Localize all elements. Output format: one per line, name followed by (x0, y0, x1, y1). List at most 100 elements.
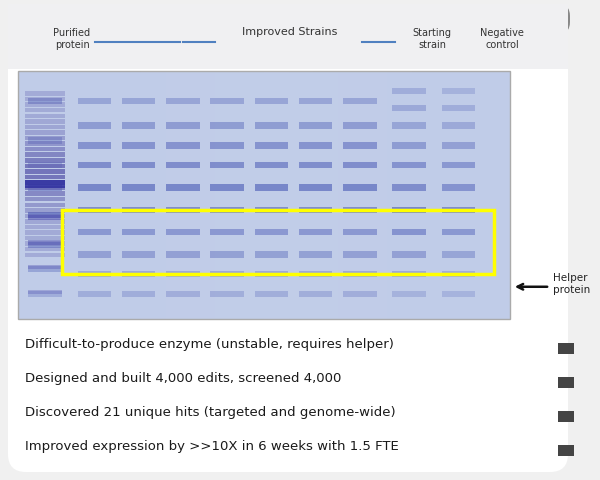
Text: Helper
protein: Helper protein (553, 272, 590, 294)
Bar (442, 123, 475, 130)
Bar (299, 252, 332, 258)
Bar (28, 267, 62, 273)
Bar (254, 229, 288, 236)
Bar (254, 291, 288, 298)
Bar (254, 185, 288, 191)
Bar (28, 265, 62, 270)
Bar (436, 72, 461, 319)
Bar (92, 72, 116, 319)
Bar (299, 123, 332, 130)
Bar (116, 72, 141, 319)
Bar (77, 252, 111, 258)
Bar (211, 123, 244, 130)
Bar (343, 252, 377, 258)
Bar (392, 143, 426, 149)
Bar (211, 143, 244, 149)
Bar (166, 291, 200, 298)
Bar (122, 252, 155, 258)
Bar (25, 220, 65, 224)
Bar (25, 159, 65, 163)
Bar (25, 248, 65, 252)
Bar (25, 170, 65, 174)
Bar (28, 185, 62, 191)
Bar (166, 252, 200, 258)
Bar (558, 343, 574, 354)
Bar (211, 272, 244, 278)
Bar (442, 88, 475, 95)
Bar (299, 207, 332, 214)
Bar (28, 240, 62, 245)
Bar (392, 272, 426, 278)
Bar (25, 125, 65, 130)
Bar (190, 72, 215, 319)
Bar (25, 142, 65, 146)
Bar (343, 291, 377, 298)
Bar (343, 272, 377, 278)
Text: Discovered 21 unique hits (targeted and genome-wide): Discovered 21 unique hits (targeted and … (25, 405, 395, 418)
Bar (28, 212, 62, 218)
Bar (392, 123, 426, 130)
Bar (77, 143, 111, 149)
Bar (25, 175, 65, 180)
Bar (392, 88, 426, 95)
Bar (313, 72, 338, 319)
Bar (392, 291, 426, 298)
FancyBboxPatch shape (8, 5, 568, 472)
Bar (77, 229, 111, 236)
Bar (25, 231, 65, 235)
Bar (343, 207, 377, 214)
Bar (392, 252, 426, 258)
Bar (28, 163, 62, 169)
Bar (25, 225, 65, 230)
Bar (25, 214, 65, 218)
Bar (343, 185, 377, 191)
Bar (8, 5, 568, 70)
Bar (392, 106, 426, 112)
Bar (25, 164, 65, 168)
Bar (338, 72, 362, 319)
Bar (343, 123, 377, 130)
Bar (343, 229, 377, 236)
Bar (254, 163, 288, 169)
Bar (122, 272, 155, 278)
Bar (215, 72, 239, 319)
Text: Improved expression by >>10X in 6 weeks with 1.5 FTE: Improved expression by >>10X in 6 weeks … (25, 439, 399, 452)
Text: Difficult-to-produce enzyme (unstable, requires helper): Difficult-to-produce enzyme (unstable, r… (25, 337, 394, 350)
Bar (442, 163, 475, 169)
Bar (299, 163, 332, 169)
Bar (122, 123, 155, 130)
Bar (299, 229, 332, 236)
Bar (442, 185, 475, 191)
Text: Negative
control: Negative control (480, 28, 524, 49)
Bar (442, 106, 475, 112)
Bar (122, 98, 155, 105)
Bar (166, 98, 200, 105)
Bar (211, 229, 244, 236)
Bar (254, 123, 288, 130)
Bar (28, 290, 62, 295)
Bar (166, 207, 200, 214)
Bar (25, 181, 65, 188)
Bar (211, 252, 244, 258)
Bar (299, 291, 332, 298)
Bar (211, 207, 244, 214)
Bar (25, 131, 65, 135)
Bar (25, 98, 65, 102)
Bar (299, 185, 332, 191)
Text: Purified
protein: Purified protein (53, 28, 91, 49)
Bar (485, 72, 510, 319)
Bar (166, 163, 200, 169)
Bar (18, 72, 43, 319)
Bar (25, 103, 65, 108)
Bar (254, 143, 288, 149)
Bar (211, 291, 244, 298)
Bar (122, 185, 155, 191)
Bar (28, 242, 62, 248)
Bar (25, 120, 65, 124)
Bar (392, 207, 426, 214)
Bar (211, 98, 244, 105)
Bar (25, 203, 65, 207)
Bar (25, 148, 65, 152)
FancyBboxPatch shape (8, 5, 568, 70)
Bar (239, 72, 264, 319)
